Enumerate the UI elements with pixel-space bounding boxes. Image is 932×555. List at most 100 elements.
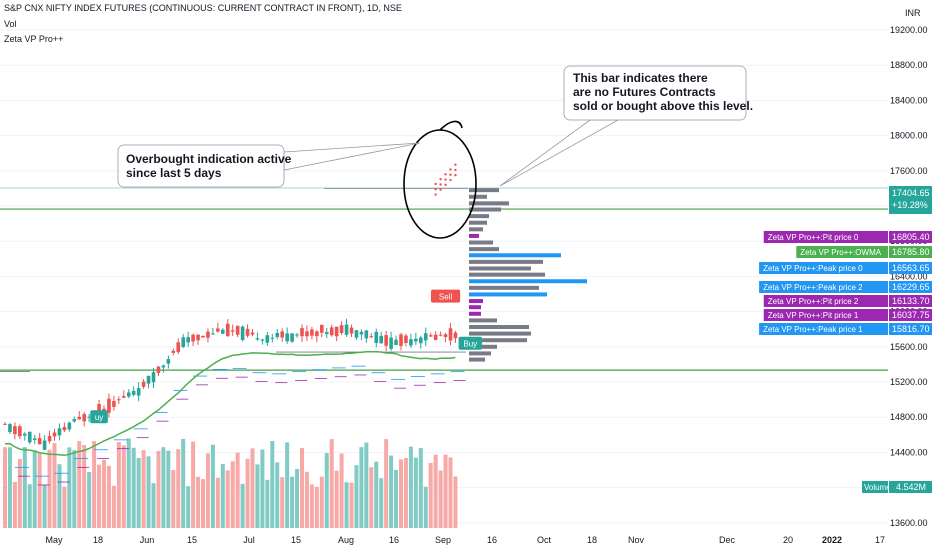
volume-bar	[72, 450, 77, 528]
volume-bar	[186, 486, 191, 528]
candle-body	[225, 323, 230, 337]
candle-body	[334, 326, 339, 337]
x-tick-label-2: Jun	[140, 535, 155, 545]
peak-price-0-label-caption: Zeta VP Pro++:Peak price 0	[763, 264, 863, 273]
owma-line	[4, 350, 456, 457]
candle-body	[52, 432, 57, 437]
volume-bar	[82, 444, 87, 528]
candle-body	[290, 333, 294, 342]
candle-body	[399, 334, 403, 346]
last-price-label: 17404.65	[892, 188, 930, 198]
overbought-dot	[434, 193, 437, 196]
pit-price-2-label-caption-box	[763, 295, 888, 307]
candle-body	[102, 408, 106, 411]
volume-bar	[339, 453, 344, 528]
volume-bar	[329, 439, 334, 528]
pit-price-2-label: 16133.70	[892, 296, 930, 306]
candle-body	[438, 334, 443, 336]
candle-body	[409, 339, 413, 346]
volume-bar	[205, 453, 210, 528]
peak-price-0-label-box	[889, 262, 932, 274]
candle-body	[240, 326, 245, 340]
candle-body	[216, 328, 220, 332]
candle-body	[324, 332, 329, 335]
candle-body	[364, 330, 369, 339]
candle-body	[369, 336, 374, 338]
volume-bar	[87, 472, 92, 528]
candle-body	[374, 331, 379, 343]
vp-bar-8	[469, 240, 493, 245]
pit-price-1-label: 16037.75	[892, 310, 930, 320]
volume-caption-box	[862, 481, 888, 493]
volume-bar	[181, 438, 186, 528]
overbought-dot	[439, 177, 442, 181]
annotations-layer: Overbought indication active since last …	[117, 65, 753, 239]
volume-bar	[166, 450, 171, 528]
volume-bar	[77, 441, 82, 528]
volume-bar	[126, 438, 131, 528]
candle-body	[419, 337, 423, 344]
y-tick-label-10: 17600.00	[890, 166, 928, 176]
candle-body	[379, 335, 383, 344]
candle-body	[72, 418, 77, 422]
volume-bar	[151, 483, 156, 528]
peak-price-0-label: 16563.65	[892, 263, 930, 273]
vp-bar-3	[469, 207, 501, 212]
vp-bar-24	[469, 344, 497, 349]
volume-bar	[27, 484, 32, 528]
candle-body	[260, 339, 265, 341]
zeta-indicator-label: Zeta VP Pro++	[4, 34, 64, 44]
signal-label-uy: uy	[95, 413, 103, 422]
volume-bar	[438, 470, 443, 528]
candle-body	[359, 331, 364, 335]
peak-price-1-label: 15816.70	[892, 324, 930, 334]
candle-body	[166, 359, 171, 364]
overbought-dot	[449, 178, 452, 182]
candle-body	[384, 335, 388, 346]
candle-body	[32, 438, 37, 441]
signal-box-buy	[458, 336, 482, 350]
volume-bar	[210, 444, 215, 528]
candle-body	[245, 328, 250, 336]
candle-body	[389, 337, 393, 349]
candle-body	[141, 381, 146, 387]
candle-body	[285, 333, 289, 342]
x-tick-label-4: Jul	[243, 535, 255, 545]
candle-body	[354, 330, 359, 338]
candle-body	[448, 328, 453, 341]
peak-price-1-label-caption-box	[759, 323, 888, 335]
vp-bar-26	[469, 357, 485, 362]
candle-body	[37, 438, 42, 445]
peak-price-1-label-caption: Zeta VP Pro++:Peak price 1	[763, 325, 863, 334]
volume-bar	[62, 486, 67, 528]
volume-bar	[408, 446, 413, 528]
candle-body	[414, 338, 418, 342]
candle-body	[255, 338, 260, 340]
pit-price-2-label-caption: Zeta VP Pro++:Pit price 2	[768, 297, 859, 306]
owma-label-box	[889, 246, 932, 258]
candle-body	[122, 396, 126, 398]
vp-bar-2	[469, 201, 509, 206]
candle-body	[18, 426, 22, 437]
candle-body	[265, 335, 270, 343]
callout-no-contracts-line2: are no Futures Contracts	[573, 85, 716, 99]
vp-bar-9	[469, 247, 499, 252]
vp-bar-13	[469, 272, 545, 277]
volume-bar	[265, 479, 270, 528]
volume-bar	[57, 464, 62, 528]
volume-bar	[131, 447, 136, 528]
candle-body	[57, 428, 62, 436]
pit-price-0-label-caption: Zeta VP Pro++:Pit price 0	[768, 233, 859, 242]
volume-bar	[314, 486, 319, 528]
volume-bar	[384, 439, 389, 528]
vp-bar-14	[469, 279, 587, 284]
candle-body	[13, 426, 17, 435]
candle-body	[305, 331, 309, 337]
vp-bar-19	[469, 311, 481, 316]
volume-bar	[433, 454, 438, 528]
vp-dash-lines	[14, 365, 466, 486]
peak-price-0-label-caption-box	[759, 262, 888, 274]
callout-pointer-overbought	[283, 142, 421, 171]
candle-body	[23, 433, 27, 436]
pit-price-1-label-caption-box	[763, 309, 888, 321]
